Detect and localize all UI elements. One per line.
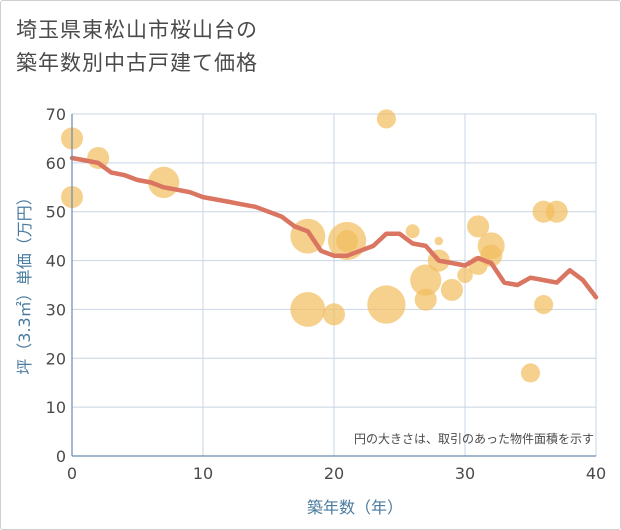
trend-line-layer <box>69 155 599 300</box>
x-tick-label: 30 <box>455 464 475 483</box>
y-tick-label: 0 <box>56 447 66 466</box>
data-bubble <box>410 264 442 296</box>
data-bubble <box>440 278 463 301</box>
y-tick-label: 30 <box>46 300 66 319</box>
data-bubble <box>434 236 444 246</box>
y-tick-label: 10 <box>46 398 66 417</box>
data-bubble <box>520 363 541 383</box>
x-tick-label: 20 <box>324 464 344 483</box>
y-tick-label: 70 <box>46 105 66 124</box>
title-line-2: 築年数別中古戸建て価格 <box>16 51 258 75</box>
x-tick-label: 10 <box>193 464 213 483</box>
y-tick-label: 60 <box>46 154 66 173</box>
y-tick-label: 40 <box>46 252 66 271</box>
tick-labels: 0 10 20 30 40 50 60 70 0 10 20 30 40 <box>46 105 607 483</box>
data-bubble <box>467 215 490 238</box>
data-bubble <box>405 224 420 239</box>
size-note: 円の大きさは、取引のあった物件面積を示す <box>354 431 594 446</box>
data-bubble <box>457 267 473 284</box>
data-bubble <box>367 285 406 324</box>
data-bubble <box>290 291 326 327</box>
y-tick-label: 20 <box>46 349 66 368</box>
x-tick-label: 0 <box>67 464 77 483</box>
bubble-layer <box>60 109 568 383</box>
y-axis-label: 坪（3.3㎡）単価（万円） <box>15 189 34 374</box>
title-line-1: 埼玉県東松山市桜山台の <box>16 18 258 42</box>
y-tick-label: 50 <box>46 203 66 222</box>
data-bubble <box>545 200 568 223</box>
x-tick-label: 40 <box>586 464 606 483</box>
data-bubble <box>534 294 554 315</box>
x-axis-label: 築年数（年） <box>307 498 403 517</box>
axes <box>71 114 596 457</box>
chart-title: 埼玉県東松山市桜山台の 築年数別中古戸建て価格 <box>16 14 258 80</box>
data-bubble <box>414 288 437 311</box>
data-bubble <box>336 229 359 253</box>
data-bubble <box>322 303 346 326</box>
data-bubble <box>376 109 396 129</box>
trend-line <box>69 155 599 300</box>
